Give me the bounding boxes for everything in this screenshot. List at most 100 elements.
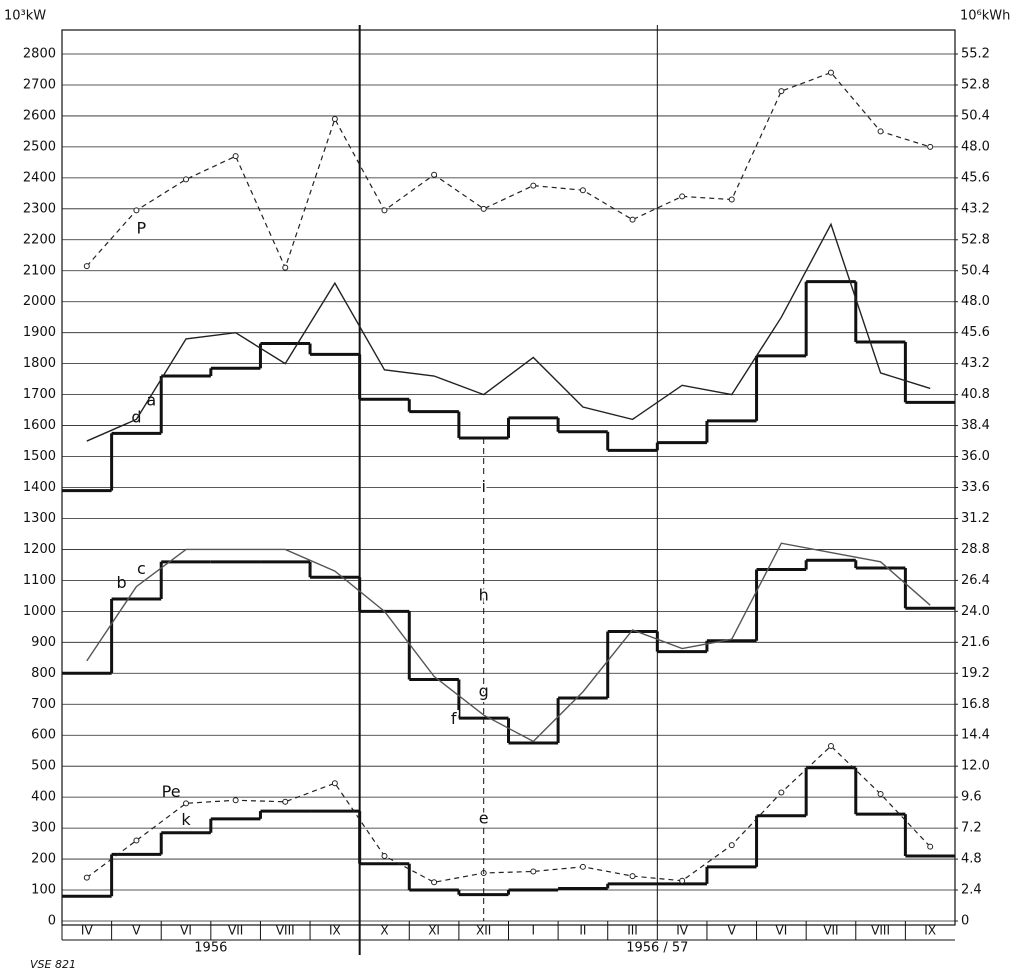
y2-tick-label: 4.8 [961,852,982,867]
y2-tick-label: 40.8 [961,387,990,402]
y-tick-label: 2500 [23,139,56,154]
y-tick-label: 1400 [23,480,56,495]
y2-tick-label: 45.6 [961,170,990,185]
series-point [877,791,884,798]
y-tick-label: 1600 [23,418,56,433]
y2-tick-label: 26.4 [961,573,990,588]
y-tick-label: 1900 [23,325,56,340]
series-point [83,874,90,881]
series-point [183,800,190,807]
series-label: a [146,390,156,409]
series-point [83,263,90,270]
y2-tick-label: 43.2 [961,356,990,371]
series-point [629,216,636,223]
series-label: c [137,559,146,578]
y2-tick-label: 45.6 [961,325,990,340]
y2-tick-label: 31.2 [961,511,990,526]
x-tick-label: XII [476,924,491,938]
y-tick-label: 0 [48,914,56,929]
y2-tick-label: 0 [961,914,969,929]
y-tick-label: 2600 [23,108,56,123]
x-tick-label: X [380,924,388,938]
series-label: b [116,573,126,592]
x-tick-label: VII [823,924,838,938]
x-tick-label: VI [180,924,192,938]
y2-tick-label: 14.4 [961,728,990,743]
series-point [728,196,735,203]
y-axis-label: 10³kW [4,9,46,24]
series-point [133,837,140,844]
y2-tick-label: 19.2 [961,666,990,681]
series-point [629,873,636,880]
series-point [728,842,735,849]
series-point [282,264,289,271]
series-point [679,877,686,884]
y-tick-label: 1200 [23,542,56,557]
y-tick-label: 400 [31,790,56,805]
series-point [778,88,785,95]
series-point [778,789,785,796]
footnote: VSE 821 [30,958,76,971]
y2-tick-label: 38.4 [961,418,990,433]
y2-tick-label: 16.8 [961,697,990,712]
annotation: e [479,808,489,827]
y2-tick-label: 52.8 [961,232,990,247]
x-tick-label: VI [775,924,787,938]
y2-tick-label: 48.0 [961,294,990,309]
annotation: i [481,477,485,496]
y2-tick-label: 12.0 [961,759,990,774]
x-tick-label: XI [428,924,440,938]
series-point [579,187,586,194]
year-label: 1956 / 57 [626,941,688,956]
y-tick-label: 2700 [23,77,56,92]
y-tick-label: 200 [31,852,56,867]
series-label: P [137,218,147,237]
y-tick-label: 1700 [23,387,56,402]
series-line [86,71,931,270]
y2-tick-label: 43.2 [961,201,990,216]
x-tick-label: V [132,924,141,938]
series-point [927,843,934,850]
y2-tick-label: 2.4 [961,883,982,898]
y-tick-label: 2000 [23,294,56,309]
series-point [530,182,537,189]
y2-tick-label: 7.2 [961,821,982,836]
series-point [133,207,140,214]
x-tick-label: VIII [871,924,890,938]
series-point [480,205,487,212]
y2-tick-label: 36.0 [961,449,990,464]
y2-tick-label: 52.8 [961,77,990,92]
y-tick-label: 300 [31,821,56,836]
y-tick-label: 2100 [23,263,56,278]
series-line [86,222,931,442]
y2-tick-label: 9.6 [961,790,982,805]
y2-tick-label: 50.4 [961,263,990,278]
y-tick-label: 1100 [23,573,56,588]
series-point [431,879,438,886]
series-point [381,207,388,214]
plot-frame [61,29,956,926]
y-tick-label: 2200 [23,232,56,247]
y-tick-label: 500 [31,759,56,774]
y-tick-label: 2300 [23,201,56,216]
series-line [86,542,931,743]
y-tick-label: 900 [31,635,56,650]
series-point [530,868,537,875]
x-tick-label: IV [676,924,689,938]
x-tick-label: IX [329,924,341,938]
y2-tick-label: 48.0 [961,139,990,154]
y-tick-label: 2800 [23,47,56,62]
series-point [431,171,438,178]
series-point [331,780,338,787]
series-point [232,797,239,804]
series-line [86,745,931,883]
y-tick-label: 1500 [23,449,56,464]
x-tick-label: VII [228,924,243,938]
y-tick-label: 600 [31,728,56,743]
y-tick-label: 700 [31,697,56,712]
series-point [927,143,934,150]
year-label: 1956 [194,941,227,956]
x-tick-label: VIII [276,924,295,938]
series-label: d [131,407,141,426]
x-tick-label: I [532,924,536,938]
